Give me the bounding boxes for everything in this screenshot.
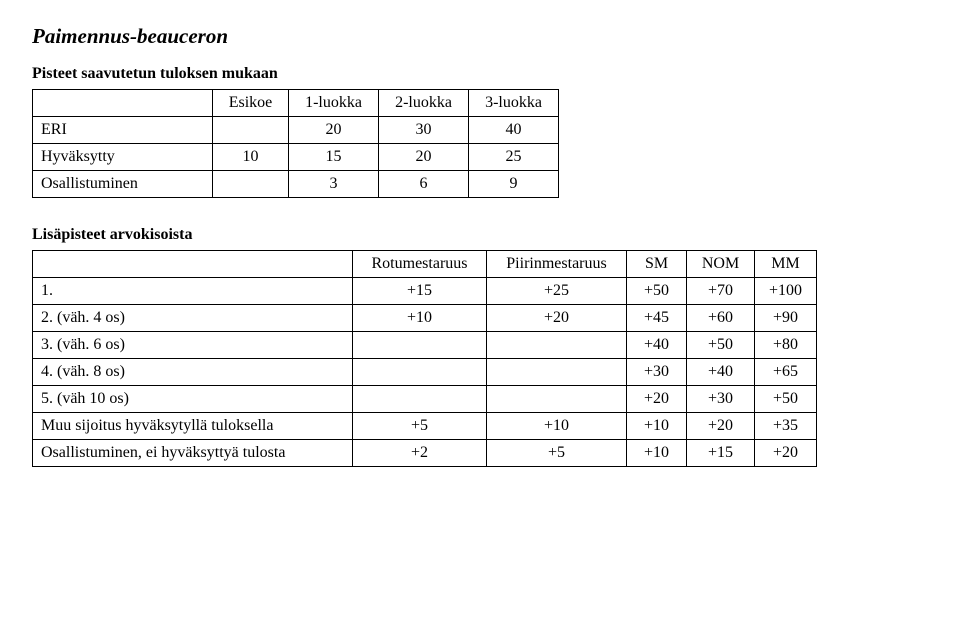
row-label: 5. (väh 10 os): [33, 386, 353, 413]
cell: [353, 386, 487, 413]
cell: +5: [353, 413, 487, 440]
header-cell: Rotumestaruus: [353, 251, 487, 278]
cell: +20: [687, 413, 755, 440]
table-row: Muu sijoitus hyväksytyllä tuloksella +5 …: [33, 413, 817, 440]
cell: +20: [627, 386, 687, 413]
cell: +60: [687, 305, 755, 332]
cell: 9: [469, 171, 559, 198]
cell: +70: [687, 278, 755, 305]
cell: +35: [755, 413, 817, 440]
table-row: Hyväksytty 10 15 20 25: [33, 144, 559, 171]
cell: +10: [627, 440, 687, 467]
cell: +15: [353, 278, 487, 305]
cell: +20: [487, 305, 627, 332]
cell: [213, 171, 289, 198]
row-label: Osallistuminen, ei hyväksyttyä tulosta: [33, 440, 353, 467]
cell: 20: [289, 117, 379, 144]
table-row: Esikoe 1-luokka 2-luokka 3-luokka: [33, 90, 559, 117]
cell: 30: [379, 117, 469, 144]
header-cell: 1-luokka: [289, 90, 379, 117]
cell: +80: [755, 332, 817, 359]
cell: +5: [487, 440, 627, 467]
table-row: Osallistuminen, ei hyväksyttyä tulosta +…: [33, 440, 817, 467]
cell: 3: [289, 171, 379, 198]
cell: +65: [755, 359, 817, 386]
table-row: 5. (väh 10 os) +20 +30 +50: [33, 386, 817, 413]
page-title: Paimennus-beauceron: [32, 24, 928, 49]
row-label: Muu sijoitus hyväksytyllä tuloksella: [33, 413, 353, 440]
header-cell: 2-luokka: [379, 90, 469, 117]
cell: 15: [289, 144, 379, 171]
cell: +100: [755, 278, 817, 305]
cell: +50: [627, 278, 687, 305]
table-row: ERI 20 30 40: [33, 117, 559, 144]
header-cell: [33, 251, 353, 278]
cell: [487, 359, 627, 386]
cell: +10: [487, 413, 627, 440]
cell: +25: [487, 278, 627, 305]
table1-subtitle: Pisteet saavutetun tuloksen mukaan: [32, 65, 928, 83]
row-label: 3. (väh. 6 os): [33, 332, 353, 359]
header-cell: MM: [755, 251, 817, 278]
cell: [487, 332, 627, 359]
cell: +40: [687, 359, 755, 386]
table-row: 1. +15 +25 +50 +70 +100: [33, 278, 817, 305]
cell: [487, 386, 627, 413]
header-cell: Esikoe: [213, 90, 289, 117]
cell: +2: [353, 440, 487, 467]
header-cell: [33, 90, 213, 117]
cell: +20: [755, 440, 817, 467]
header-cell: NOM: [687, 251, 755, 278]
cell: +15: [687, 440, 755, 467]
table2-subtitle: Lisäpisteet arvokisoista: [32, 226, 928, 244]
cell: 20: [379, 144, 469, 171]
cell: +45: [627, 305, 687, 332]
header-cell: Piirinmestaruus: [487, 251, 627, 278]
cell: [353, 359, 487, 386]
cell: +30: [687, 386, 755, 413]
cell: 10: [213, 144, 289, 171]
cell: +10: [627, 413, 687, 440]
cell: 40: [469, 117, 559, 144]
cell: +50: [687, 332, 755, 359]
table-row: Osallistuminen 3 6 9: [33, 171, 559, 198]
cell: +40: [627, 332, 687, 359]
table-row: 3. (väh. 6 os) +40 +50 +80: [33, 332, 817, 359]
row-label: Osallistuminen: [33, 171, 213, 198]
row-label: 1.: [33, 278, 353, 305]
row-label: Hyväksytty: [33, 144, 213, 171]
row-label: ERI: [33, 117, 213, 144]
cell: [353, 332, 487, 359]
cell: 25: [469, 144, 559, 171]
cell: 6: [379, 171, 469, 198]
table-row: 4. (väh. 8 os) +30 +40 +65: [33, 359, 817, 386]
cell: +30: [627, 359, 687, 386]
row-label: 4. (väh. 8 os): [33, 359, 353, 386]
table-row: Rotumestaruus Piirinmestaruus SM NOM MM: [33, 251, 817, 278]
row-label: 2. (väh. 4 os): [33, 305, 353, 332]
cell: [213, 117, 289, 144]
table-row: 2. (väh. 4 os) +10 +20 +45 +60 +90: [33, 305, 817, 332]
header-cell: 3-luokka: [469, 90, 559, 117]
header-cell: SM: [627, 251, 687, 278]
cell: +10: [353, 305, 487, 332]
points-table: Esikoe 1-luokka 2-luokka 3-luokka ERI 20…: [32, 89, 559, 198]
bonus-points-table: Rotumestaruus Piirinmestaruus SM NOM MM …: [32, 250, 817, 467]
cell: +90: [755, 305, 817, 332]
cell: +50: [755, 386, 817, 413]
